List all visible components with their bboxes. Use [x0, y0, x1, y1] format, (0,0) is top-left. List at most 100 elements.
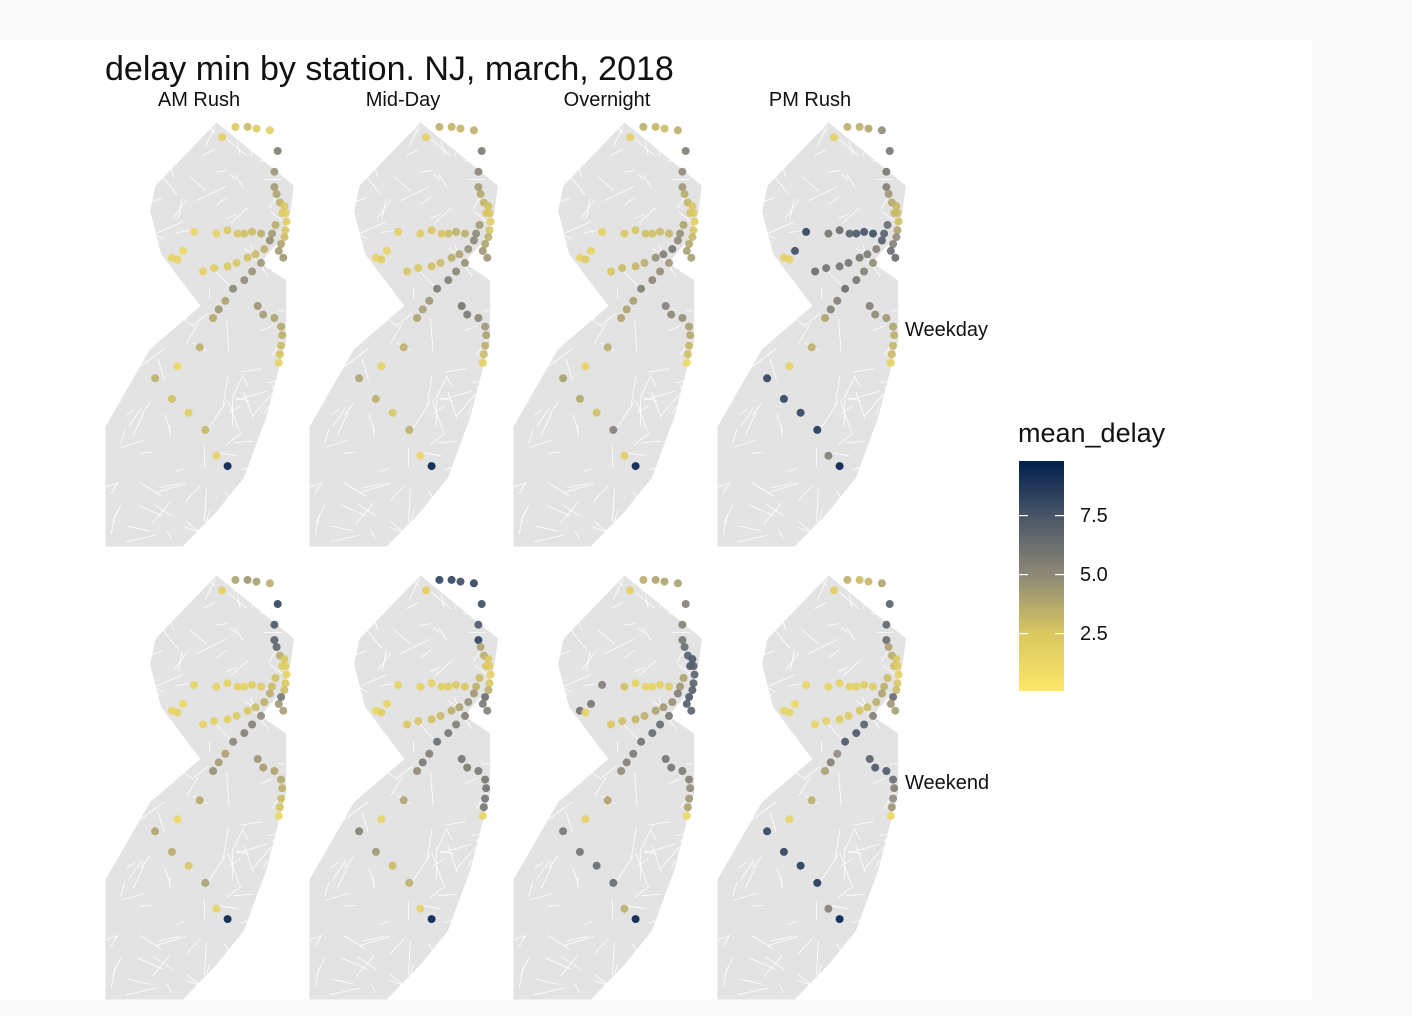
station-point: [481, 341, 490, 350]
boundary-line: [860, 934, 881, 943]
station-point: [173, 255, 182, 264]
boundary-line: [430, 138, 452, 157]
boundary-line: [316, 701, 325, 708]
station-point: [855, 253, 864, 262]
boundary-line: [692, 857, 701, 875]
boundary-line: [191, 312, 209, 327]
boundary-line: [139, 801, 165, 821]
boundary-line: [346, 169, 355, 178]
boundary-line: [765, 956, 785, 970]
station-point: [667, 763, 676, 772]
boundary-line: [431, 853, 444, 885]
station-point: [685, 240, 694, 248]
station-point: [665, 682, 673, 691]
station-point: [587, 246, 595, 255]
boundary-line: [758, 760, 763, 769]
boundary-line: [843, 847, 846, 880]
boundary-line: [721, 238, 732, 266]
boundary-line: [519, 599, 532, 613]
station-point: [253, 302, 262, 310]
boundary-line: [658, 948, 668, 977]
boundary-line: [644, 843, 676, 854]
boundary-line: [726, 260, 730, 275]
boundary-line: [466, 936, 479, 966]
boundary-line: [139, 173, 141, 198]
boundary-line: [650, 127, 653, 145]
legend-tick-7-5: 7.5: [1080, 505, 1108, 527]
boundary-line: [204, 488, 207, 522]
boundary-line: [435, 847, 438, 880]
boundary-line: [377, 199, 392, 218]
boundary-line: [330, 409, 339, 416]
station-point: [835, 462, 844, 471]
station-point: [469, 689, 478, 698]
boundary-line: [129, 606, 158, 621]
station-point: [785, 362, 794, 371]
station-point: [872, 245, 881, 254]
boundary-line: [158, 483, 180, 489]
boundary-line: [737, 987, 769, 996]
boundary-line: [695, 257, 703, 266]
boundary-line: [259, 589, 270, 593]
station-point: [629, 296, 638, 305]
station-point: [894, 217, 903, 226]
station-point: [377, 708, 386, 717]
station-point: [223, 915, 232, 924]
boundary-line: [384, 292, 390, 311]
station-point: [826, 758, 835, 767]
station-point: [626, 133, 634, 142]
station-point: [883, 674, 892, 682]
boundary-line: [309, 669, 317, 683]
boundary-line: [440, 843, 472, 854]
boundary-line: [520, 742, 538, 748]
boundary-line: [325, 239, 329, 249]
boundary-line: [724, 289, 742, 295]
boundary-line: [318, 713, 322, 728]
station-point: [414, 264, 423, 273]
station-point: [622, 305, 631, 314]
station-point: [469, 236, 478, 245]
boundary-line: [157, 358, 165, 380]
station-point: [682, 699, 691, 708]
boundary-line: [717, 350, 726, 355]
boundary-line: [110, 514, 116, 535]
station-point: [280, 233, 289, 242]
station-point: [648, 276, 657, 285]
boundary-line: [128, 406, 143, 427]
boundary-line: [226, 771, 230, 806]
boundary-line: [151, 704, 159, 715]
boundary-line: [740, 859, 755, 880]
station-point: [265, 236, 274, 245]
station-point: [864, 577, 873, 586]
station-point: [889, 341, 898, 350]
station-point: [893, 209, 902, 217]
boundary-line: [446, 377, 453, 387]
boundary-line: [227, 853, 240, 885]
boundary-line: [284, 404, 293, 422]
boundary-line: [322, 237, 326, 246]
boundary-line: [872, 778, 885, 785]
boundary-line: [739, 525, 762, 532]
station-point: [860, 720, 869, 729]
boundary-line: [899, 710, 907, 719]
station-point: [869, 258, 877, 267]
boundary-line: [463, 589, 474, 593]
station-point: [447, 706, 456, 715]
boundary-line: [234, 174, 244, 189]
boundary-line: [690, 872, 702, 888]
station-point: [257, 682, 265, 691]
boundary-line: [844, 827, 856, 850]
station-point: [274, 699, 283, 708]
boundary-line: [745, 816, 748, 827]
station-point: [824, 904, 833, 913]
boundary-line: [616, 401, 635, 429]
boundary-line: [309, 759, 318, 764]
boundary-line: [156, 221, 183, 234]
station-point: [581, 255, 590, 264]
station-point: [690, 670, 699, 679]
station-point: [403, 267, 412, 276]
boundary-line: [157, 811, 165, 833]
boundary-line: [412, 854, 431, 882]
station-point: [887, 803, 896, 812]
boundary-line: [231, 394, 234, 427]
